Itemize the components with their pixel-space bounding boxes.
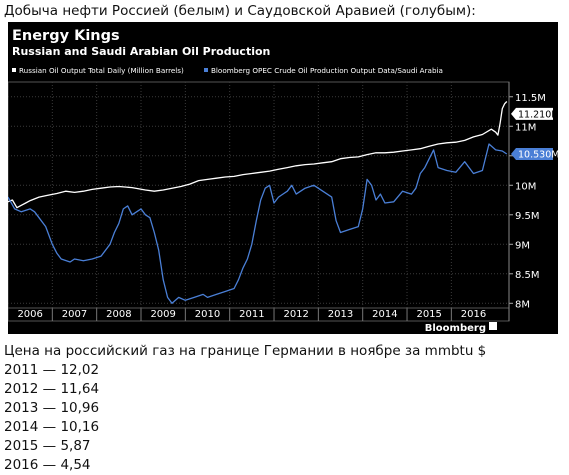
oil-production-chart: Energy Kings Russian and Saudi Arabian O… — [8, 28, 558, 334]
x-tick-label: 2015 — [416, 309, 441, 320]
russia-last-value-badge — [511, 107, 553, 120]
saudi-series-line — [8, 143, 508, 304]
russia-last-value-label: 11.210M — [518, 109, 558, 120]
x-tick-label: 2008 — [106, 309, 131, 320]
gas-price-row: 2015 — 5,87 — [4, 438, 91, 454]
x-tick-label: 2006 — [17, 309, 42, 320]
gas-price-row: 2014 — 10,16 — [4, 419, 100, 435]
y-tick-label: 8.5M — [515, 270, 540, 281]
x-tick-label: 2010 — [195, 309, 220, 320]
gas-price-row: 2011 — 12,02 — [4, 362, 100, 378]
gas-price-row: 2016 — 4,54 — [4, 457, 91, 473]
bloomberg-logo-mark — [489, 322, 497, 330]
y-tick-label: 8M — [515, 299, 530, 310]
x-tick-label: 2011 — [239, 309, 264, 320]
x-tick-label: 2009 — [150, 309, 175, 320]
legend-label-russia: Russian Oil Output Total Daily (Million … — [19, 66, 184, 75]
saudi-last-value-label: 10.530M — [518, 149, 558, 160]
gas-price-title: Цена на российский газ на границе Герман… — [4, 343, 487, 359]
y-tick-label: 9.5M — [515, 211, 540, 222]
x-tick-label: 2007 — [62, 309, 87, 320]
grid-layer — [8, 82, 509, 308]
bloomberg-logo: Bloomberg — [425, 323, 486, 334]
gas-price-block: Цена на российский газ на границе Герман… — [4, 342, 486, 475]
chart-title: Energy Kings — [12, 28, 120, 44]
gas-price-row: 2012 — 11,64 — [4, 381, 100, 397]
x-tick-label: 2014 — [372, 309, 397, 320]
y-tick-label: 10M — [515, 181, 536, 192]
legend-label-saudi: Bloomberg OPEC Crude Oil Production Outp… — [211, 66, 443, 75]
y-tick-label: 11M — [515, 122, 536, 133]
x-tick-label: 2013 — [328, 309, 353, 320]
axis-layer: 8M8.5M9M9.5M10M10.5M11M11.5M200620072008… — [8, 82, 558, 321]
page-heading: Добыча нефти Россией (белым) и Саудовско… — [4, 3, 476, 19]
saudi-last-value-badge — [511, 147, 553, 160]
chart-panel: Energy Kings Russian and Saudi Arabian O… — [8, 22, 558, 334]
legend-swatch-saudi — [204, 68, 208, 72]
y-tick-label: 11.5M — [515, 93, 546, 104]
chart-subtitle: Russian and Saudi Arabian Oil Production — [12, 45, 270, 58]
legend-swatch-russia — [12, 68, 16, 72]
x-tick-label: 2012 — [283, 309, 308, 320]
x-tick-label: 2016 — [461, 309, 486, 320]
plot-border — [8, 81, 510, 322]
gas-price-row: 2013 — 10,96 — [4, 400, 100, 416]
y-tick-label: 9M — [515, 240, 530, 251]
series-layer — [8, 101, 508, 304]
russia-series-line — [8, 101, 508, 209]
